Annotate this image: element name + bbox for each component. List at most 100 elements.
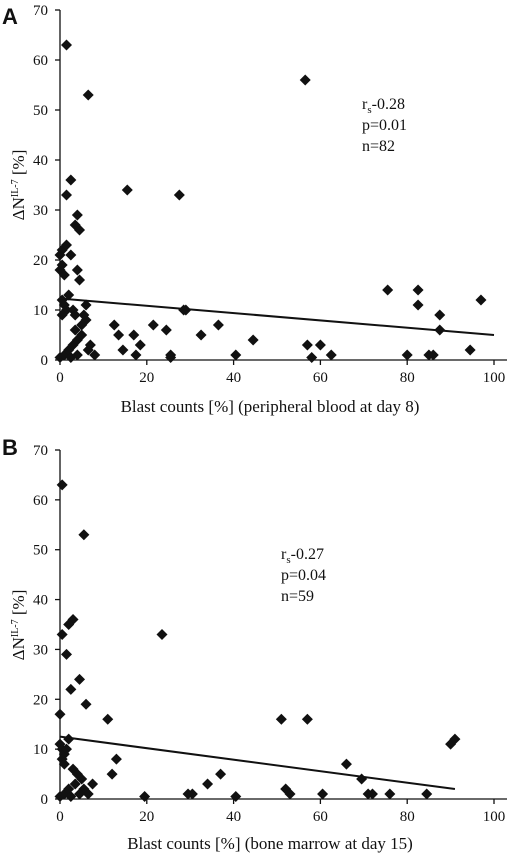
data-point-a-44 xyxy=(108,319,120,331)
data-point-a-50 xyxy=(147,319,159,331)
data-point-a-56 xyxy=(230,349,242,361)
points-b xyxy=(54,479,461,803)
data-point-b-26 xyxy=(82,788,94,800)
x-tick-label-b-2: 40 xyxy=(226,809,241,825)
data-point-a-11 xyxy=(61,239,73,251)
stats-p-a: p=0.01 xyxy=(362,117,407,134)
x-tick-label-a-3: 60 xyxy=(313,370,328,386)
data-point-b-43 xyxy=(317,788,329,800)
data-point-a-41 xyxy=(89,349,101,361)
data-point-a-51 xyxy=(160,324,172,336)
data-point-b-41 xyxy=(284,788,296,800)
data-point-a-4 xyxy=(121,184,133,196)
data-point-b-38 xyxy=(230,791,242,803)
data-point-a-40 xyxy=(84,339,96,351)
data-point-a-33 xyxy=(76,329,88,341)
data-point-a-17 xyxy=(71,264,83,276)
data-point-a-23 xyxy=(56,309,68,321)
ticks-b: 0 10 20 30 40 50 60 70 0 20 40 60 80 100 xyxy=(33,443,505,825)
data-point-b-4 xyxy=(63,619,75,630)
stats-n-b: n=59 xyxy=(281,588,314,605)
panel-b: B 0 10 20 30 40 50 60 70 0 20 40 60 80 100 rs-0.27 p=… xyxy=(2,435,507,853)
y-tick-label-b-1: 10 xyxy=(33,742,48,758)
points-a xyxy=(54,39,487,363)
data-point-a-67 xyxy=(475,294,487,306)
data-point-a-47 xyxy=(130,349,142,361)
data-point-a-65 xyxy=(434,309,446,321)
panel-label-b: B xyxy=(2,435,18,460)
data-point-a-5 xyxy=(173,189,185,201)
y-tick-label-b-4: 40 xyxy=(33,593,48,609)
x-tick-label-b-3: 60 xyxy=(313,809,328,825)
stats-rs-a: rs-0.28 xyxy=(362,96,405,116)
data-point-a-64 xyxy=(412,299,424,311)
y-tick-label-b-5: 50 xyxy=(33,543,48,559)
data-point-a-3 xyxy=(65,174,77,186)
data-point-b-8 xyxy=(65,683,77,695)
stats-n-a: n=82 xyxy=(362,138,395,155)
data-point-a-58 xyxy=(301,339,313,351)
data-point-b-51 xyxy=(449,733,461,745)
data-point-a-71 xyxy=(464,344,476,356)
data-point-a-63 xyxy=(412,284,424,296)
data-point-a-70 xyxy=(427,349,439,361)
panel-a: A 0 10 20 30 40 50 60 70 0 20 40 60 80 100 rs-0.28 p=… xyxy=(2,3,507,416)
data-point-a-46 xyxy=(117,344,129,356)
data-point-a-59 xyxy=(306,352,318,363)
x-axis-title-b: Blast counts [%] (bone marrow at day 15) xyxy=(127,834,413,853)
data-point-a-16 xyxy=(58,269,70,281)
data-point-b-0 xyxy=(56,479,68,491)
y-tick-label-b-0: 0 xyxy=(41,792,49,808)
data-point-a-68 xyxy=(401,349,413,361)
y-axis-title-a: ΔNIL-7 [%] xyxy=(9,150,28,221)
data-point-b-1 xyxy=(78,529,90,541)
data-point-b-37 xyxy=(215,768,227,780)
data-point-b-44 xyxy=(340,758,352,770)
data-point-a-9 xyxy=(74,224,86,236)
x-tick-label-b-4: 80 xyxy=(400,809,415,825)
stats-p-b: p=0.04 xyxy=(281,567,326,584)
data-point-b-2 xyxy=(156,628,168,640)
y-tick-label-a-0: 0 xyxy=(41,353,49,369)
data-point-b-28 xyxy=(65,791,77,803)
x-tick-label-a-2: 40 xyxy=(226,370,241,386)
regression-line-b xyxy=(59,735,456,791)
y-tick-label-a-4: 40 xyxy=(33,153,48,169)
y-tick-label-a-5: 50 xyxy=(33,103,48,119)
data-point-a-60 xyxy=(314,339,326,351)
y-tick-label-a-6: 60 xyxy=(33,53,48,69)
data-point-b-49 xyxy=(421,788,433,800)
stats-rs-b: rs-0.27 xyxy=(281,546,324,566)
data-point-b-23 xyxy=(69,778,81,790)
data-point-b-42 xyxy=(301,713,313,725)
regression-line-a xyxy=(59,297,495,336)
y-tick-label-a-1: 10 xyxy=(33,303,48,319)
data-point-b-36 xyxy=(202,778,214,790)
y-tick-label-b-6: 60 xyxy=(33,493,48,509)
data-point-b-10 xyxy=(54,708,66,720)
data-point-a-21 xyxy=(63,289,75,301)
x-axis-title-a: Blast counts [%] (peripheral blood at da… xyxy=(121,397,420,416)
data-point-a-34 xyxy=(69,324,81,336)
data-point-a-54 xyxy=(195,329,207,341)
data-point-b-35 xyxy=(186,788,198,800)
data-point-b-27 xyxy=(87,778,99,790)
data-point-b-48 xyxy=(384,788,396,800)
data-point-b-29 xyxy=(74,788,86,800)
x-tick-label-a-0: 0 xyxy=(56,370,64,386)
data-point-b-33 xyxy=(139,791,151,803)
data-point-b-32 xyxy=(110,753,122,765)
y-tick-label-a-3: 30 xyxy=(33,203,48,219)
y-axis-title-b: ΔNIL-7 [%] xyxy=(9,590,28,661)
data-point-a-48 xyxy=(128,329,140,341)
data-point-b-7 xyxy=(74,673,86,685)
x-tick-label-a-4: 80 xyxy=(400,370,415,386)
data-point-a-2 xyxy=(299,74,311,86)
data-point-b-14 xyxy=(61,743,73,755)
data-point-a-22 xyxy=(61,304,73,316)
data-point-a-38 xyxy=(71,349,83,361)
y-tick-label-a-2: 20 xyxy=(33,253,48,269)
x-tick-label-b-5: 100 xyxy=(483,809,506,825)
data-point-b-17 xyxy=(58,758,70,770)
